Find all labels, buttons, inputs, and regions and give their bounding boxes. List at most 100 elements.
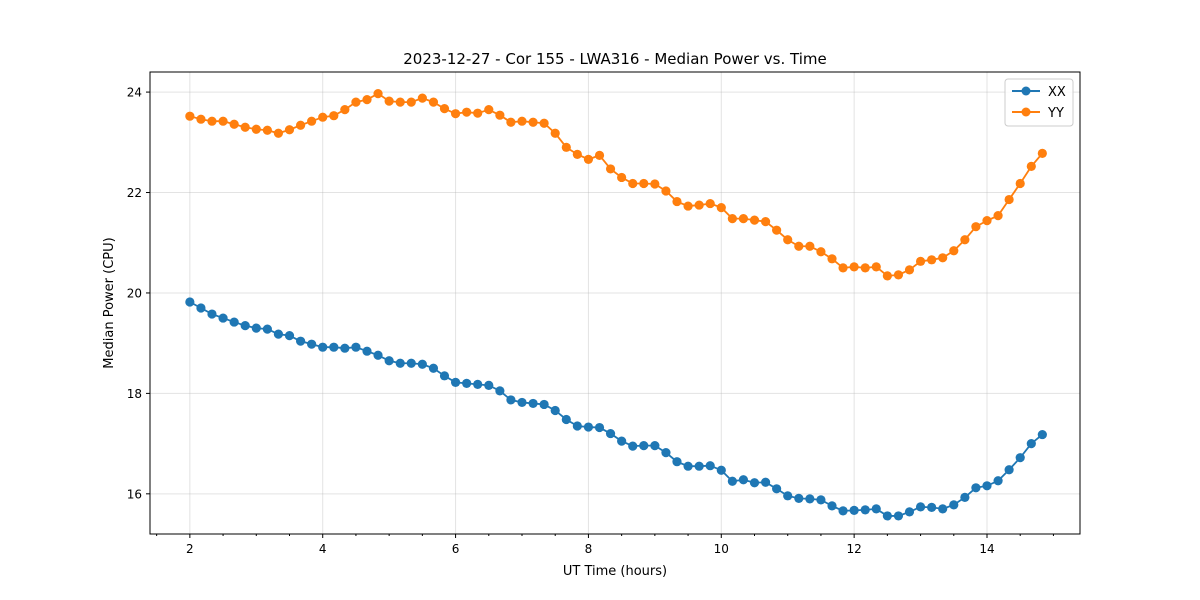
data-point-xx — [561, 414, 571, 425]
data-point-yy — [495, 110, 505, 120]
data-point-xx — [428, 363, 439, 373]
data-point-yy — [484, 105, 494, 115]
plot-frame — [149, 71, 1081, 535]
data-point-yy — [794, 241, 804, 251]
data-point-xx — [860, 505, 870, 515]
data-point-yy — [915, 256, 926, 266]
data-point-yy — [661, 186, 671, 196]
x-tick-label: 6 — [452, 542, 460, 556]
data-point-xx — [384, 356, 394, 366]
data-point-yy — [262, 125, 272, 135]
data-point-yy — [284, 125, 295, 135]
data-point-xx — [893, 511, 904, 521]
data-point-xx — [517, 397, 527, 408]
chart-title: 2023-12-27 - Cor 155 - LWA316 - Median P… — [403, 50, 827, 68]
data-point-yy — [805, 241, 815, 251]
data-point-yy — [561, 142, 571, 152]
data-point-yy — [816, 247, 826, 257]
data-point-yy — [539, 118, 549, 128]
data-point-xx — [982, 481, 992, 491]
data-point-xx — [605, 428, 616, 439]
y-tick-label: 20 — [127, 286, 142, 300]
data-point-yy — [251, 124, 261, 134]
y-axis-label: Median Power (CPU) — [102, 237, 117, 368]
data-point-xx — [705, 461, 715, 471]
data-point-xx — [938, 504, 948, 514]
data-point-yy — [506, 117, 516, 127]
data-point-yy — [229, 119, 239, 129]
data-point-xx — [406, 358, 416, 368]
data-point-xx — [262, 324, 272, 334]
data-point-yy — [417, 93, 427, 103]
data-point-yy — [196, 114, 206, 124]
plot-series — [185, 88, 1047, 521]
data-point-yy — [893, 270, 904, 280]
data-point-xx — [273, 329, 284, 339]
data-point-xx — [1037, 429, 1047, 440]
data-point-yy — [871, 262, 881, 272]
data-point-yy — [1015, 178, 1025, 189]
data-point-xx — [760, 477, 771, 487]
data-point-yy — [240, 122, 250, 132]
legend-marker-yy — [1021, 107, 1031, 117]
data-point-yy — [727, 214, 737, 224]
data-point-xx — [583, 422, 594, 432]
legend: XX YY — [1004, 78, 1074, 127]
data-point-xx — [949, 500, 959, 510]
data-point-xx — [295, 336, 306, 346]
data-point-xx — [318, 342, 328, 352]
data-point-yy — [340, 105, 350, 115]
data-point-yy — [185, 111, 195, 121]
data-point-xx — [1026, 439, 1036, 449]
data-point-xx — [683, 461, 693, 471]
x-tick-label: 8 — [585, 542, 593, 556]
legend-label-yy: YY — [1047, 106, 1064, 121]
legend-label-xx: XX — [1048, 85, 1066, 100]
data-point-yy — [1026, 161, 1036, 172]
data-point-yy — [373, 88, 383, 99]
data-point-xx — [915, 502, 926, 512]
data-point-xx — [185, 297, 195, 307]
data-point-xx — [572, 421, 582, 431]
data-point-yy — [473, 108, 483, 118]
data-point-xx — [218, 313, 228, 323]
data-point-xx — [539, 399, 549, 410]
data-point-yy — [462, 107, 472, 117]
data-point-yy — [760, 217, 771, 227]
data-point-xx — [772, 484, 782, 494]
data-point-yy — [838, 263, 848, 273]
data-point-xx — [284, 331, 295, 341]
data-point-xx — [838, 506, 848, 516]
data-point-yy — [307, 116, 317, 126]
data-point-yy — [351, 97, 361, 107]
data-point-xx — [694, 461, 704, 471]
data-point-yy — [694, 200, 704, 210]
data-point-xx — [783, 491, 793, 501]
data-point-xx — [628, 441, 638, 451]
data-point-yy — [783, 235, 793, 245]
data-point-xx — [849, 505, 859, 515]
data-point-xx — [617, 436, 627, 446]
data-point-xx — [661, 448, 671, 458]
data-point-xx — [1015, 453, 1025, 463]
data-point-xx — [307, 339, 317, 349]
data-point-yy — [439, 104, 450, 114]
y-tick-label: 18 — [127, 387, 142, 401]
data-point-xx — [395, 358, 405, 368]
data-point-xx — [329, 342, 339, 352]
legend-marker-xx — [1021, 86, 1031, 96]
data-point-yy — [450, 109, 461, 119]
data-point-xx — [1004, 465, 1014, 475]
data-point-yy — [960, 235, 970, 245]
data-point-yy — [572, 149, 582, 159]
data-point-yy — [827, 254, 837, 264]
data-point-yy — [860, 263, 870, 273]
data-point-xx — [340, 343, 350, 353]
data-point-yy — [1037, 148, 1047, 158]
x-tick-label: 10 — [714, 542, 729, 556]
data-point-xx — [417, 359, 427, 369]
data-point-yy — [927, 255, 937, 265]
data-point-xx — [738, 475, 749, 485]
